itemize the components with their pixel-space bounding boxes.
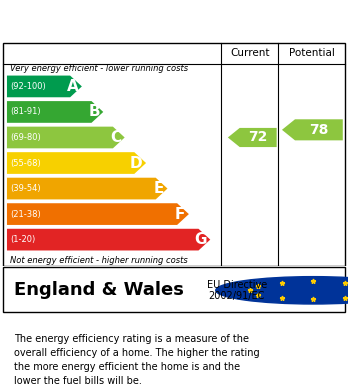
Text: B: B <box>88 104 100 120</box>
Text: (21-38): (21-38) <box>10 210 41 219</box>
Text: (69-80): (69-80) <box>10 133 41 142</box>
Circle shape <box>216 277 348 304</box>
Text: The energy efficiency rating is a measure of the
overall efficiency of a home. T: The energy efficiency rating is a measur… <box>14 334 260 386</box>
Text: (1-20): (1-20) <box>10 235 36 244</box>
Polygon shape <box>282 119 343 140</box>
Text: G: G <box>194 232 207 247</box>
Text: (81-91): (81-91) <box>10 108 41 117</box>
Polygon shape <box>7 178 167 199</box>
Polygon shape <box>228 128 277 147</box>
Text: 72: 72 <box>248 131 268 145</box>
Text: (92-100): (92-100) <box>10 82 46 91</box>
Text: A: A <box>66 79 78 94</box>
Text: 78: 78 <box>309 123 329 137</box>
Text: D: D <box>130 156 143 170</box>
Polygon shape <box>7 101 103 123</box>
Text: Current: Current <box>230 48 269 58</box>
Text: Very energy efficient - lower running costs: Very energy efficient - lower running co… <box>10 63 189 73</box>
Text: (39-54): (39-54) <box>10 184 41 193</box>
Text: Potential: Potential <box>288 48 334 58</box>
Text: England & Wales: England & Wales <box>14 281 184 300</box>
Polygon shape <box>7 203 189 225</box>
Text: (55-68): (55-68) <box>10 158 41 167</box>
Text: E: E <box>153 181 164 196</box>
Polygon shape <box>7 152 146 174</box>
Text: Not energy efficient - higher running costs: Not energy efficient - higher running co… <box>10 256 188 265</box>
Polygon shape <box>7 127 125 148</box>
Polygon shape <box>7 75 82 97</box>
Text: C: C <box>110 130 121 145</box>
Text: F: F <box>175 206 185 222</box>
Text: EU Directive
2002/91/EC: EU Directive 2002/91/EC <box>206 280 267 301</box>
Polygon shape <box>7 229 210 251</box>
Text: Energy Efficiency Rating: Energy Efficiency Rating <box>10 11 258 30</box>
